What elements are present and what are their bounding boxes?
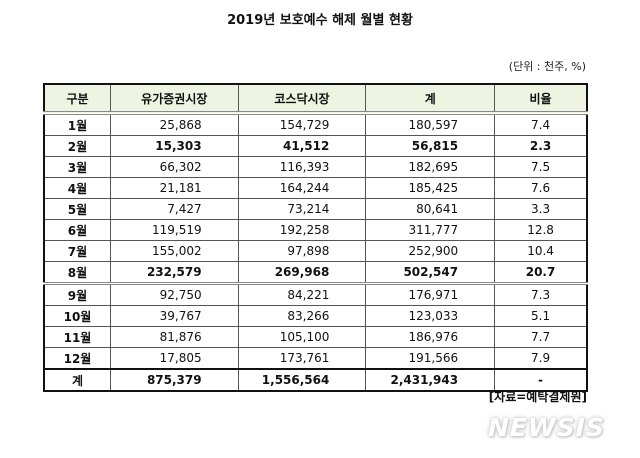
source-note: [자료=예탁결제원] [488,390,587,404]
total-value: 191,566 [365,347,496,370]
kospi-value: 119,519 [109,219,239,241]
total-value: 252,900 [365,240,496,262]
kosdaq-value: 164,244 [237,177,367,199]
table-row: 5월 7,427 73,214 80,641 3.3 [43,198,588,220]
table-row: 2월 15,303 41,512 56,815 2.3 [43,135,588,157]
header-category: 구분 [43,84,111,115]
header-kospi: 유가증권시장 [109,84,239,115]
ratio-value: 7.6 [494,177,588,199]
kospi-value: 15,303 [109,135,239,157]
table-row: 10월 39,767 83,266 123,033 5.1 [43,305,588,327]
month-label: 3월 [43,156,111,178]
kospi-total: 875,379 [109,368,239,392]
total-value: 502,547 [365,261,496,285]
table-row: 1월 25,868 154,729 180,597 7.4 [43,112,588,136]
total-value: 56,815 [365,135,496,157]
kosdaq-value: 97,898 [237,240,367,262]
table-row: 8월 232,579 269,968 502,547 20.7 [43,261,588,285]
total-value: 123,033 [365,305,496,327]
table-row: 12월 17,805 173,761 191,566 7.9 [43,347,588,370]
kosdaq-value: 41,512 [237,135,367,157]
total-value: 182,695 [365,156,496,178]
kospi-value: 66,302 [109,156,239,178]
ratio-value: 2.3 [494,135,588,157]
ratio-value: 7.9 [494,347,588,370]
month-label: 10월 [43,305,111,327]
header-ratio: 비율 [494,84,588,115]
lockup-release-table: 구분 유가증권시장 코스닥시장 계 비율 1월 25,868 154,729 1… [43,83,588,392]
ratio-value: 7.4 [494,112,588,136]
kosdaq-value: 73,214 [237,198,367,220]
kospi-value: 7,427 [109,198,239,220]
total-value: 186,976 [365,326,496,348]
total-value: 311,777 [365,219,496,241]
page-title: 2019년 보호예수 해제 월별 현황 [227,13,413,28]
kospi-value: 155,002 [109,240,239,262]
kosdaq-value: 269,968 [237,261,367,285]
header-total: 계 [365,84,496,115]
table-row: 7월 155,002 97,898 252,900 10.4 [43,240,588,262]
ratio-value: 7.5 [494,156,588,178]
month-label: 5월 [43,198,111,220]
ratio-value: 5.1 [494,305,588,327]
kosdaq-value: 83,266 [237,305,367,327]
kospi-value: 17,805 [109,347,239,370]
month-label: 8월 [43,261,111,285]
kosdaq-value: 105,100 [237,326,367,348]
unit-note: (단위 : 천주, %) [508,60,586,73]
ratio-value: 20.7 [494,261,588,285]
total-value: 80,641 [365,198,496,220]
month-label: 11월 [43,326,111,348]
header-kosdaq: 코스닥시장 [237,84,367,115]
month-label: 1월 [43,112,111,136]
ratio-value: 7.3 [494,283,588,306]
kosdaq-value: 84,221 [237,283,367,306]
total-value: 176,971 [365,283,496,306]
table-row: 4월 21,181 164,244 185,425 7.6 [43,177,588,199]
table-row: 6월 119,519 192,258 311,777 12.8 [43,219,588,241]
month-label: 2월 [43,135,111,157]
ratio-value: 12.8 [494,219,588,241]
total-label: 계 [43,368,111,392]
kosdaq-value: 173,761 [237,347,367,370]
kospi-value: 25,868 [109,112,239,136]
kospi-value: 81,876 [109,326,239,348]
table-row: 3월 66,302 116,393 182,695 7.5 [43,156,588,178]
kospi-value: 92,750 [109,283,239,306]
table-row: 11월 81,876 105,100 186,976 7.7 [43,326,588,348]
kospi-value: 39,767 [109,305,239,327]
total-value: 185,425 [365,177,496,199]
ratio-value: 3.3 [494,198,588,220]
grand-total: 2,431,943 [365,368,496,392]
month-label: 4월 [43,177,111,199]
table-header-row: 구분 유가증권시장 코스닥시장 계 비율 [43,84,588,115]
kosdaq-value: 192,258 [237,219,367,241]
kospi-value: 232,579 [109,261,239,285]
month-label: 7월 [43,240,111,262]
ratio-total: - [494,368,588,392]
table-row: 9월 92,750 84,221 176,971 7.3 [43,283,588,306]
ratio-value: 7.7 [494,326,588,348]
kosdaq-value: 116,393 [237,156,367,178]
ratio-value: 10.4 [494,240,588,262]
newsis-watermark-logo: NEWSIS [488,413,605,442]
total-value: 180,597 [365,112,496,136]
month-label: 9월 [43,283,111,306]
kosdaq-total: 1,556,564 [237,368,367,392]
month-label: 12월 [43,347,111,370]
month-label: 6월 [43,219,111,241]
kosdaq-value: 154,729 [237,112,367,136]
table-total-row: 계 875,379 1,556,564 2,431,943 - [43,368,588,392]
kospi-value: 21,181 [109,177,239,199]
